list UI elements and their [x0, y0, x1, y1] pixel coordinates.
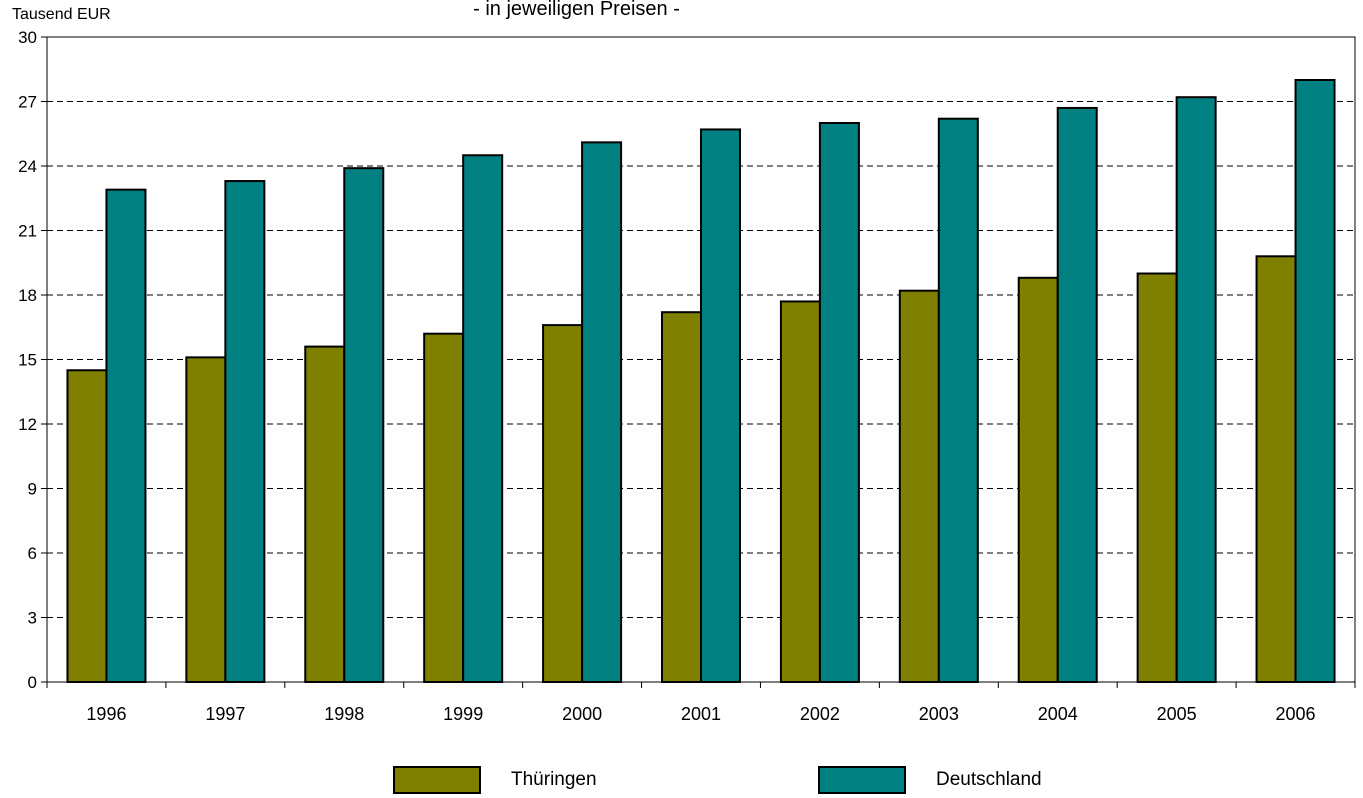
bar-deutschland — [224, 180, 266, 684]
bar-deutschland — [1175, 96, 1217, 683]
x-tick-label: 1996 — [86, 704, 126, 724]
bar-deutschland — [462, 154, 504, 683]
bar-deutschland — [1294, 79, 1336, 683]
y-tick-label: 9 — [28, 480, 37, 499]
bar-thueringen — [898, 289, 940, 683]
chart-subtitle: - in jeweiligen Preisen - — [473, 0, 680, 20]
legend-item-deutschland: Deutschland — [818, 766, 1042, 794]
y-tick-label: 15 — [18, 351, 37, 370]
x-tick-label: 2000 — [562, 704, 602, 724]
bar-chart: 0 3 6 9 12 15 18 21 24 27 30 1996 1997 1998 1999 2000 20… — [18, 28, 1356, 724]
bar-thueringen — [423, 332, 465, 683]
bar-thueringen — [1136, 272, 1178, 683]
legend-label-thueringen: Thüringen — [511, 769, 597, 790]
bar-thueringen — [66, 369, 108, 683]
y-tick-label: 24 — [18, 157, 37, 176]
bar-deutschland — [1056, 106, 1098, 683]
bar-thueringen — [779, 300, 821, 683]
x-tick-label: 2003 — [919, 704, 959, 724]
bar-thueringen — [1255, 255, 1297, 683]
y-tick-label: 21 — [18, 222, 37, 241]
bar-deutschland — [581, 141, 623, 684]
x-tick-label: 1998 — [324, 704, 364, 724]
legend-label-deutschland: Deutschland — [936, 769, 1042, 790]
bar-deutschland — [937, 117, 979, 683]
y-tick-label: 3 — [28, 609, 37, 628]
x-tick-label: 2005 — [1157, 704, 1197, 724]
bar-deutschland — [343, 167, 385, 683]
bar-thueringen — [185, 356, 227, 683]
y-tick-label: 0 — [28, 673, 37, 692]
legend-swatch-thueringen — [393, 766, 481, 794]
bar-deutschland — [818, 122, 860, 683]
y-axis-unit-label: Tausend EUR — [12, 6, 111, 23]
bar-thueringen — [1017, 276, 1059, 683]
bar-deutschland — [700, 128, 741, 683]
x-tick-label: 1999 — [443, 704, 483, 724]
y-tick-label: 6 — [28, 544, 37, 563]
x-tick-label: 1997 — [205, 704, 245, 724]
legend-item-thueringen: Thüringen — [393, 766, 597, 794]
bar-thueringen — [304, 345, 346, 683]
x-tick-label: 2004 — [1038, 704, 1078, 724]
x-tick-label: 2006 — [1276, 704, 1316, 724]
y-tick-label: 27 — [18, 93, 37, 112]
bar-thueringen — [661, 311, 702, 683]
y-tick-label: 18 — [18, 286, 37, 305]
bar-deutschland — [105, 188, 147, 683]
x-tick-label: 2002 — [800, 704, 840, 724]
x-tick-label: 2001 — [681, 704, 721, 724]
y-tick-label: 30 — [18, 28, 37, 47]
y-tick-label: 12 — [18, 415, 37, 434]
legend-swatch-deutschland — [818, 766, 906, 794]
bar-thueringen — [542, 324, 584, 683]
